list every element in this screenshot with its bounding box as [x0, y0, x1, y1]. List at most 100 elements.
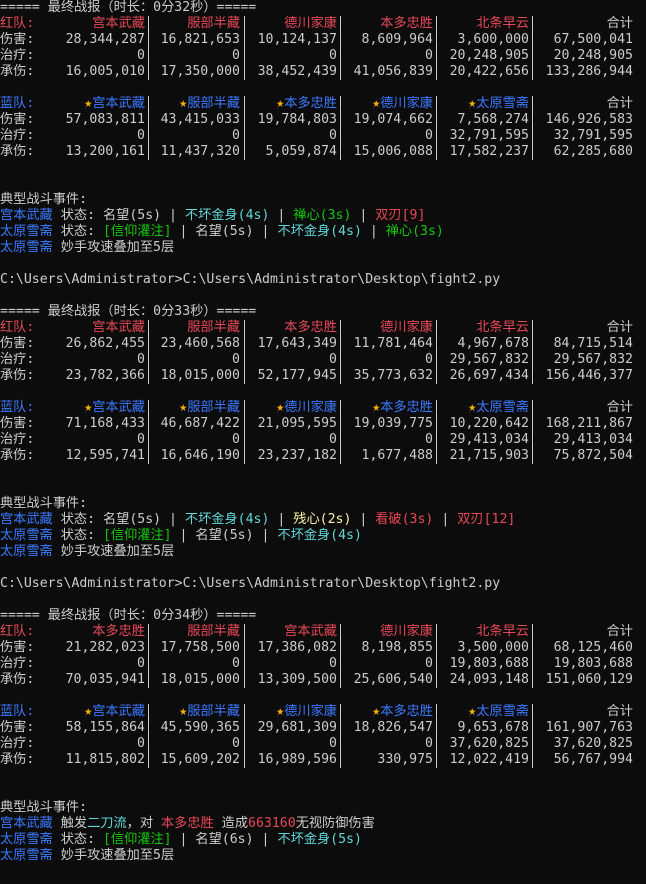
stat-value: 7,568,274 [457, 112, 529, 127]
blue-team-heal-row: 治疗: 0 0 0 0 29,413,034 29,413,034 [0, 432, 646, 448]
total-value: 84,715,514 [553, 336, 633, 351]
event-segment: | [351, 208, 376, 223]
stat-value: 15,006,088 [353, 144, 433, 159]
blue-team-damage-row: 伤害: 57,083,811 43,415,033 19,784,803 19,074,… [0, 112, 646, 128]
row-label: 伤害: [0, 416, 35, 431]
column-separator [148, 752, 149, 768]
stat-value: 0 [137, 432, 145, 447]
event-segment: 宫本武藏 [0, 512, 53, 527]
member-name-text: 本多忠胜 [380, 704, 433, 719]
column-separator [436, 48, 437, 64]
column-separator [340, 128, 341, 144]
column-separator [340, 752, 341, 768]
column-separator [340, 16, 341, 32]
events-title: 典型战斗事件: [0, 800, 646, 816]
column-separator [532, 656, 533, 672]
column-separator [340, 640, 341, 656]
total-value: 133,286,944 [545, 64, 633, 79]
red-team-heal-row: 治疗: 0 0 0 0 19,803,688 19,803,688 [0, 656, 646, 672]
stat-value: 37,620,825 [449, 736, 529, 751]
column-separator [436, 32, 437, 48]
team-label: 蓝队: [0, 96, 35, 111]
stat-value: 70,035,941 [65, 672, 145, 687]
stat-value: 11,815,802 [65, 752, 145, 767]
column-separator [436, 112, 437, 128]
member-name: ★太原雪斋 [429, 704, 529, 720]
event-line: 太原雪斋 妙手攻速叠加至5层 [0, 240, 646, 256]
event-segment: | [351, 512, 376, 527]
column-separator [436, 64, 437, 80]
star-icon: ★ [84, 704, 93, 719]
member-name: 宫本武藏 [237, 624, 337, 640]
event-segment: | [253, 832, 278, 847]
report-title: ===== 最终战报（时长：0分33秒）===== [0, 304, 646, 320]
column-separator [436, 416, 437, 432]
column-separator [244, 48, 245, 64]
column-separator [532, 416, 533, 432]
stat-value: 5,059,874 [265, 144, 337, 159]
stat-value: 0 [232, 736, 240, 751]
event-segment: 不坏金身(4s) [184, 208, 270, 223]
member-name-text: 德川家康 [284, 704, 337, 719]
row-label: 承伤: [0, 144, 35, 159]
event-line: 太原雪斋 状态: [信仰灌注] | 名望(5s) | 不坏金身(4s) | 禅心… [0, 224, 646, 240]
stat-value: 45,590,365 [160, 720, 240, 735]
blue-team-heal-row: 治疗: 0 0 0 0 37,620,825 37,620,825 [0, 736, 646, 752]
column-separator [340, 672, 341, 688]
column-separator [244, 320, 245, 336]
column-separator [532, 400, 533, 416]
event-segment: 名望(5s) [102, 512, 162, 527]
row-label: 伤害: [0, 720, 35, 735]
total-header: 合计 [606, 320, 633, 335]
member-name: ★宫本武藏 [45, 400, 145, 416]
stat-value: 15,609,202 [160, 752, 240, 767]
stat-value: 16,005,010 [65, 64, 145, 79]
column-separator [340, 64, 341, 80]
total-value: 29,413,034 [553, 432, 633, 447]
red-team-header: 红队: 宫本武藏 服部半藏 德川家康 本多忠胜 北条早云 合计 [0, 16, 646, 32]
star-icon: ★ [276, 400, 285, 415]
column-separator [148, 64, 149, 80]
member-name-text: 服部半藏 [187, 96, 240, 111]
column-separator [340, 624, 341, 640]
stat-value: 58,155,864 [65, 720, 145, 735]
stat-value: 0 [425, 432, 433, 447]
star-icon: ★ [179, 96, 188, 111]
row-label: 治疗: [0, 352, 35, 367]
row-label: 治疗: [0, 656, 35, 671]
star-icon: ★ [179, 400, 188, 415]
star-icon: ★ [468, 704, 477, 719]
total-value: 146,926,583 [545, 112, 633, 127]
event-line: 太原雪斋 状态: [信仰灌注] | 名望(5s) | 不坏金身(4s) [0, 528, 646, 544]
column-separator [340, 112, 341, 128]
column-separator [436, 144, 437, 160]
member-name-text: 本多忠胜 [284, 320, 337, 335]
column-separator [436, 368, 437, 384]
column-separator [532, 368, 533, 384]
stat-value: 24,093,148 [449, 672, 529, 687]
member-name: ★太原雪斋 [429, 400, 529, 416]
event-segment: 看破(3s) [375, 512, 434, 527]
member-name-text: 北条早云 [476, 16, 529, 31]
stat-value: 330,975 [377, 752, 433, 767]
column-separator [340, 48, 341, 64]
red-team-taken-row: 承伤: 16,005,010 17,350,000 38,452,439 41,056,… [0, 64, 646, 80]
event-line: 太原雪斋 妙手攻速叠加至5层 [0, 848, 646, 864]
event-segment: | [171, 224, 196, 239]
member-name-text: 服部半藏 [187, 16, 240, 31]
column-separator [532, 640, 533, 656]
blue-team-taken-row: 承伤: 11,815,802 15,609,202 16,989,596 330,975… [0, 752, 646, 768]
blue-team-header: 蓝队: ★宫本武藏 ★服部半藏 ★德川家康 ★本多忠胜 ★太原雪斋 合计 [0, 400, 646, 416]
event-segment: 太原雪斋 [0, 848, 53, 863]
event-segment: 残心(2s) [293, 512, 352, 527]
column-separator [436, 752, 437, 768]
event-segment: 宫本武藏 [0, 208, 53, 223]
column-separator [436, 96, 437, 112]
total-value: 19,803,688 [553, 656, 633, 671]
event-segment: 宫本武藏 [0, 816, 53, 831]
team-label: 红队: [0, 16, 35, 31]
stat-value: 12,022,419 [449, 752, 529, 767]
event-segment: | [171, 528, 196, 543]
column-separator [148, 368, 149, 384]
